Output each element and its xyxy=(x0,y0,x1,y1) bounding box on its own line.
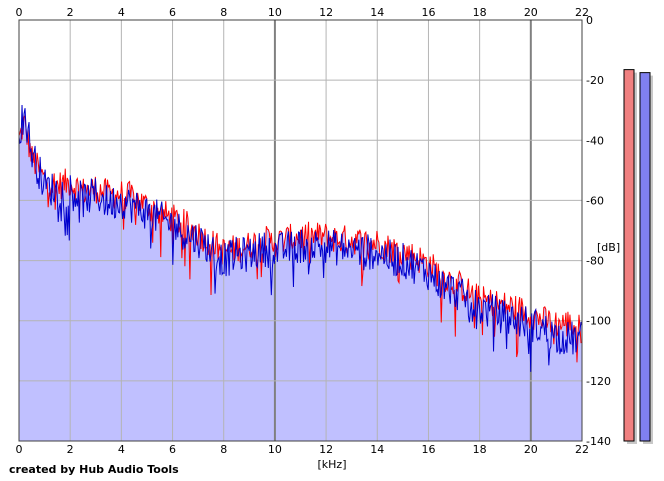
y-tick-label: -60 xyxy=(586,194,604,207)
y-tick-label: -40 xyxy=(586,134,604,147)
x-tick-label-bottom: 14 xyxy=(370,443,384,456)
x-tick-label-bottom: 2 xyxy=(67,443,74,456)
x-tick-label-top: 6 xyxy=(169,6,176,19)
y-tick-label: 0 xyxy=(586,14,593,27)
y-tick-label: -100 xyxy=(586,315,611,328)
y-axis-ticks: 0 -20 -40 -60 -80 -100 -120 -140 xyxy=(586,14,611,448)
plot-frame xyxy=(18,19,583,442)
y-axis-title: [dB] xyxy=(597,241,620,254)
x-tick-label-bottom: 4 xyxy=(118,443,125,456)
spectrum-area xyxy=(19,105,582,441)
x-tick-label-bottom: 18 xyxy=(473,443,487,456)
x-axis-title: [kHz] xyxy=(318,458,347,471)
left-channel-level-meter xyxy=(623,69,637,444)
x-tick-label-top: 20 xyxy=(524,6,538,19)
x-tick-label-top: 4 xyxy=(118,6,125,19)
y-tick-label: -20 xyxy=(586,74,604,87)
x-tick-label-bottom: 16 xyxy=(421,443,435,456)
x-tick-label-bottom: 20 xyxy=(524,443,538,456)
spectrum-fill xyxy=(19,105,582,441)
x-tick-label-top: 12 xyxy=(319,6,333,19)
spectrum-series xyxy=(18,105,583,372)
x-tick-label-top: 18 xyxy=(473,6,487,19)
right-channel-level-meter xyxy=(639,72,653,444)
x-tick-label-top: 2 xyxy=(67,6,74,19)
x-tick-label-top: 0 xyxy=(16,6,23,19)
plot-border xyxy=(18,19,583,442)
y-tick-label: -80 xyxy=(586,255,604,268)
x-tick-label-bottom: 22 xyxy=(575,443,589,456)
x-axis-bottom-ticks: 0 2 4 6 8 10 12 14 16 18 20 22 xyxy=(16,443,590,456)
x-tick-label-bottom: 6 xyxy=(169,443,176,456)
series-right-line xyxy=(18,105,583,372)
x-tick-label-bottom: 10 xyxy=(268,443,282,456)
x-tick-label-top: 10 xyxy=(268,6,282,19)
y-tick-label: -140 xyxy=(586,435,611,448)
x-tick-label-bottom: 8 xyxy=(220,443,227,456)
x-tick-label-top: 16 xyxy=(421,6,435,19)
x-tick-label-top: 14 xyxy=(370,6,384,19)
meter-bar xyxy=(639,72,651,442)
y-tick-label: -120 xyxy=(586,375,611,388)
x-tick-label-bottom: 12 xyxy=(319,443,333,456)
credit-text: created by Hub Audio Tools xyxy=(9,463,179,476)
x-tick-label-top: 22 xyxy=(575,6,589,19)
x-tick-label-top: 8 xyxy=(220,6,227,19)
x-tick-label-bottom: 0 xyxy=(16,443,23,456)
meter-bar xyxy=(623,69,635,442)
x-axis-top-ticks: 0 2 4 6 8 10 12 14 16 18 20 22 xyxy=(16,6,590,19)
